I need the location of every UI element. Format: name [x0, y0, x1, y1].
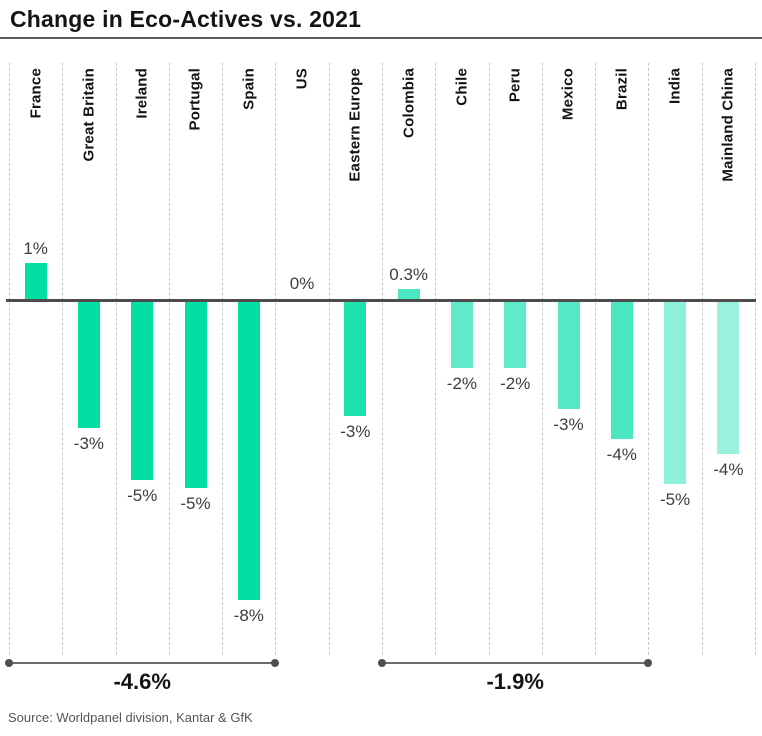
bar	[504, 300, 527, 368]
column-gridline	[701, 63, 703, 655]
value-label: -5%	[127, 486, 158, 505]
column-gridline	[541, 63, 543, 655]
country-label: Ireland	[133, 68, 151, 119]
bar	[557, 300, 580, 409]
zero-axis-line	[6, 298, 756, 302]
column-gridline	[435, 63, 437, 655]
country-label: Portugal	[186, 68, 204, 131]
value-label: -8%	[233, 606, 264, 625]
group-bracket	[9, 662, 276, 664]
country-label: Eastern Europe	[346, 68, 364, 182]
bracket-dot	[5, 659, 13, 667]
source-note: Source: Worldpanel division, Kantar & Gf…	[8, 710, 253, 725]
column-gridline	[595, 63, 597, 655]
value-label: 1%	[23, 238, 48, 258]
column-gridline	[9, 63, 10, 655]
country-label: Mainland China	[719, 68, 737, 182]
bar	[131, 300, 154, 480]
country-label: Colombia	[400, 68, 418, 138]
value-label: 0%	[289, 274, 315, 293]
title-divider	[0, 37, 762, 39]
value-label: -5%	[659, 489, 691, 509]
bar	[24, 262, 47, 300]
column-gridline	[382, 63, 383, 655]
bracket-dot	[644, 659, 653, 667]
value-label: -2%	[446, 373, 478, 393]
value-label: -4%	[606, 444, 637, 464]
column-gridline	[328, 63, 330, 655]
country-label-box: Mexico	[542, 68, 595, 268]
bar	[610, 300, 633, 439]
country-label-box: Spain	[222, 68, 275, 268]
bar	[237, 300, 260, 600]
group-average-label: -1.9%	[486, 669, 544, 694]
country-label-box: Portugal	[169, 68, 222, 268]
bracket-dot	[271, 659, 280, 667]
column-gridline	[62, 63, 64, 655]
value-label: -5%	[180, 493, 211, 513]
bar	[184, 300, 207, 488]
value-label: -4%	[713, 459, 744, 479]
country-label: France	[27, 68, 45, 119]
page-title: Change in Eco-Actives vs. 2021	[10, 6, 362, 32]
bar	[450, 300, 473, 368]
bar	[664, 300, 687, 484]
country-label: US	[293, 68, 311, 90]
country-label: Spain	[240, 68, 258, 110]
value-label: -2%	[500, 373, 531, 393]
column-gridline	[648, 63, 650, 655]
column-gridline	[488, 63, 490, 655]
value-label: -3%	[340, 422, 371, 442]
country-label: Chile	[453, 68, 471, 106]
country-label: India	[666, 68, 684, 105]
group-average-label: -4.6%	[113, 669, 171, 694]
value-label: -3%	[553, 414, 584, 434]
country-label: Brazil	[613, 68, 631, 111]
column-gridline	[222, 63, 224, 655]
bar	[397, 288, 420, 300]
country-label: Peru	[506, 68, 524, 103]
country-label-box: Brazil	[595, 68, 648, 268]
bar	[717, 300, 740, 454]
column-gridline	[168, 63, 170, 655]
country-label-box: Peru	[489, 68, 542, 268]
bar	[77, 300, 100, 428]
country-label: Mexico	[559, 68, 577, 121]
bar	[344, 300, 367, 417]
country-label-box: Chile	[435, 68, 488, 268]
value-label: 0.3%	[389, 264, 429, 284]
country-label-box: Eastern Europe	[329, 68, 382, 268]
country-label-box: US	[275, 68, 328, 268]
country-label-box: Colombia	[382, 68, 435, 268]
value-label: -3%	[73, 433, 105, 453]
country-label: Great Britain	[80, 68, 98, 162]
column-gridline	[115, 63, 117, 655]
column-gridline	[275, 63, 277, 655]
column-gridline	[755, 63, 756, 655]
country-label-box: India	[648, 68, 701, 268]
bracket-dot	[378, 659, 386, 667]
group-bracket	[382, 662, 649, 664]
country-label-box: Mainland China	[702, 68, 755, 268]
country-label-box: Ireland	[116, 68, 169, 268]
